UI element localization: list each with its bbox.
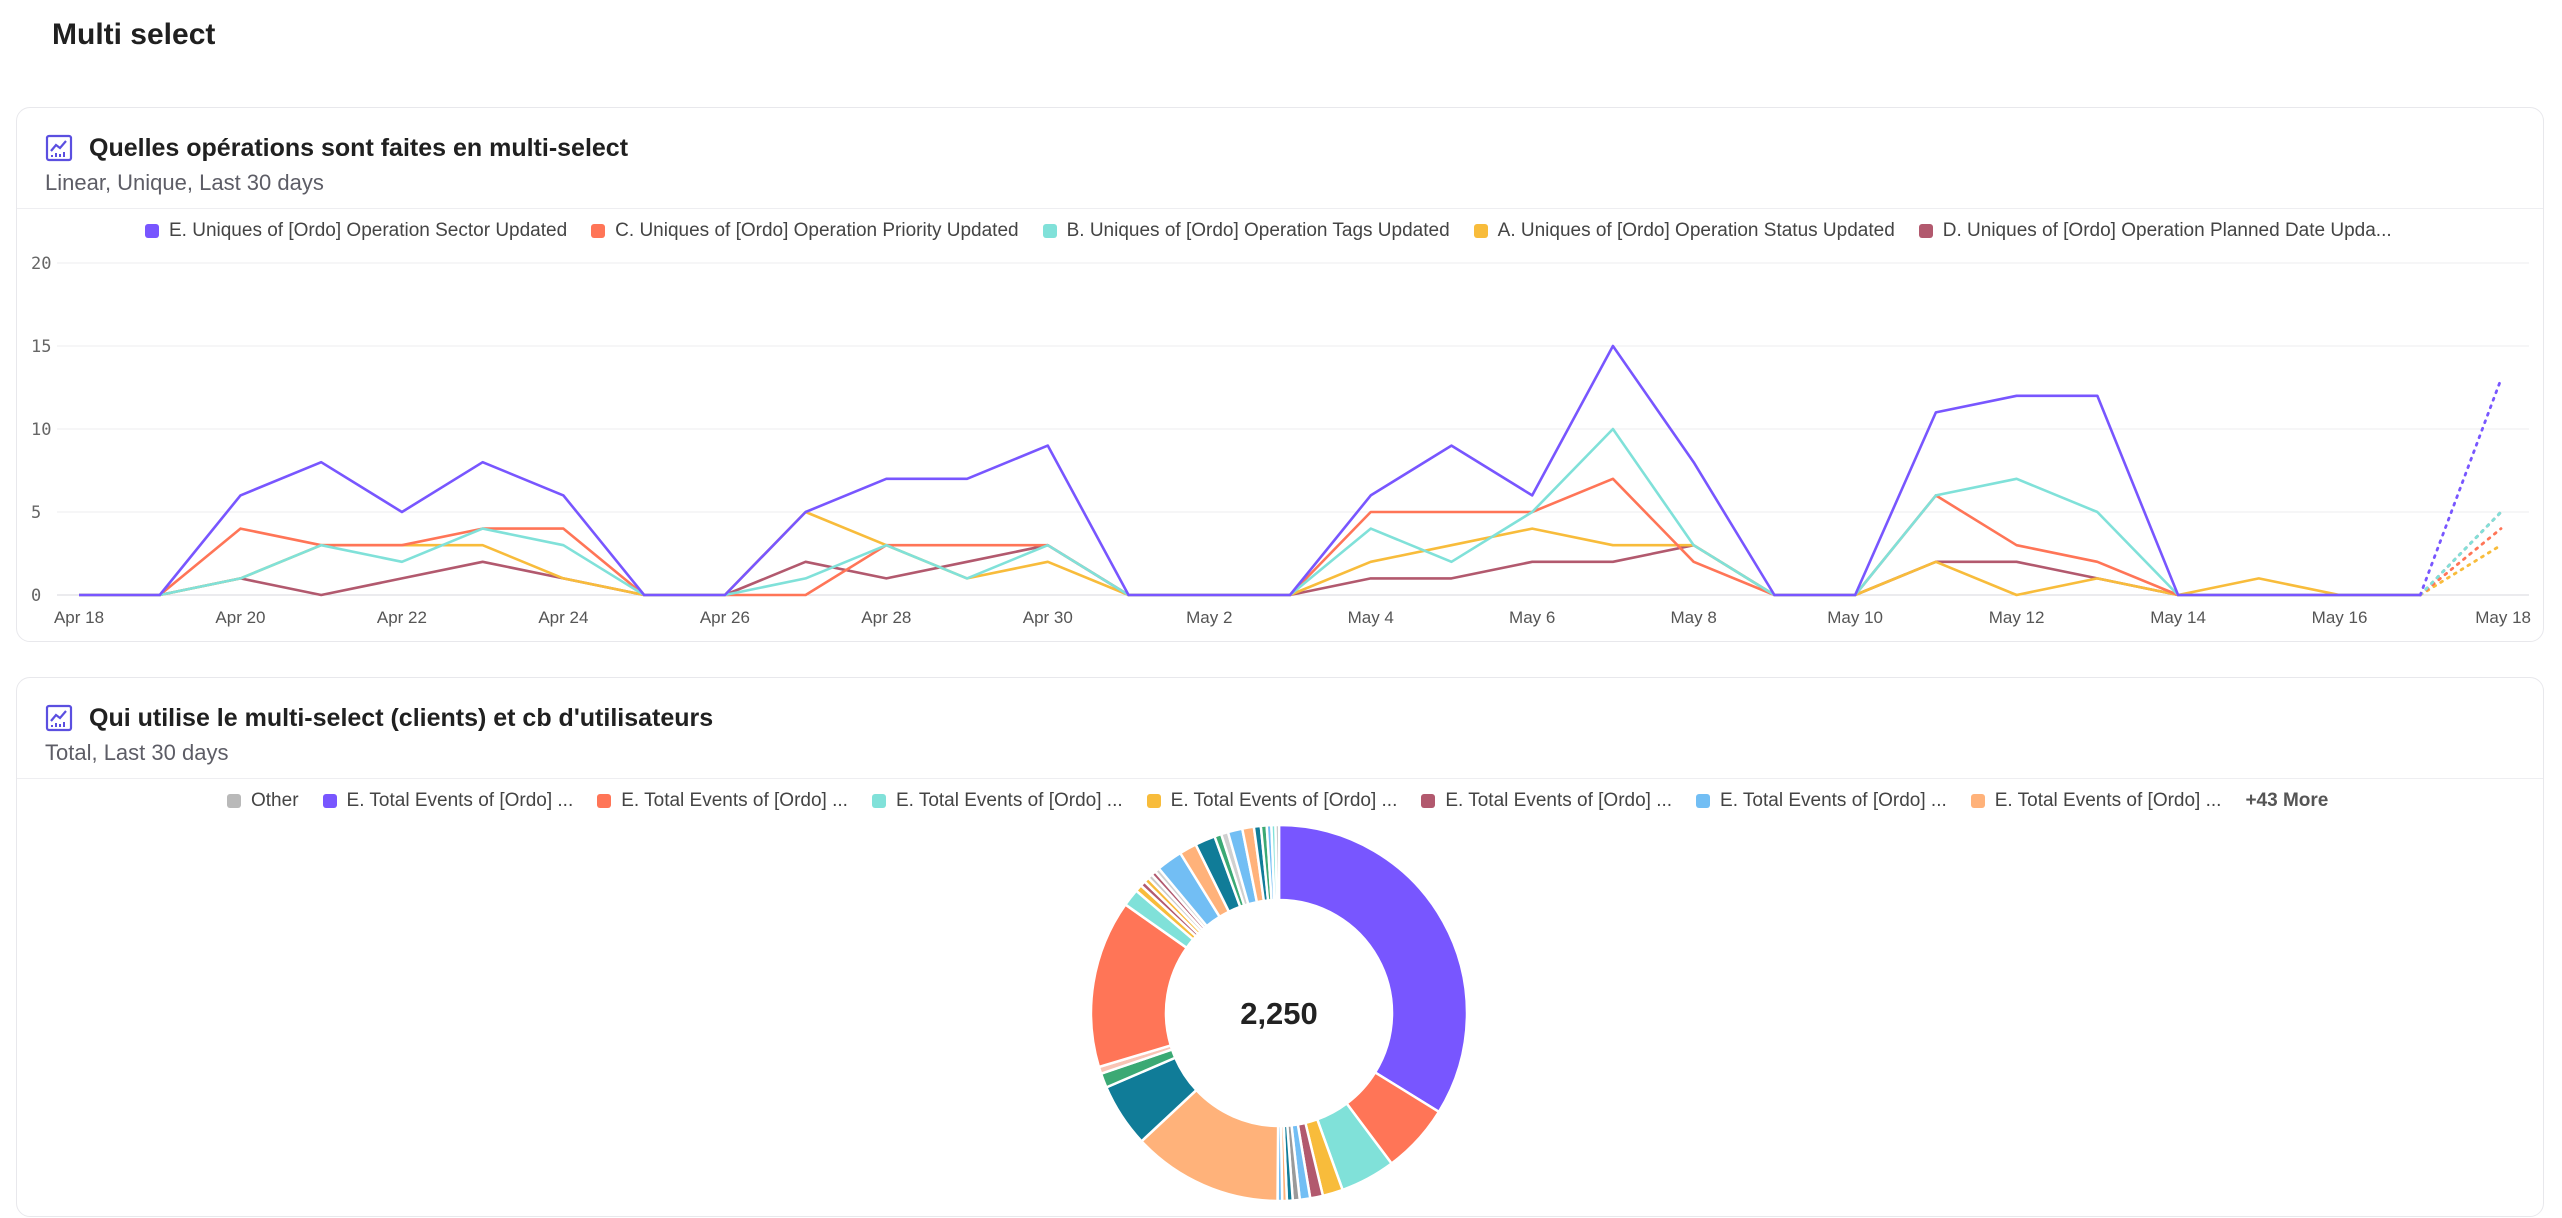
series-line[interactable] xyxy=(79,344,2421,597)
legend-swatch xyxy=(1918,224,1933,238)
legend-swatch xyxy=(1970,794,1985,808)
donut-chart-card: Qui utilise le multi-select (clients) et… xyxy=(16,677,2544,1217)
chart-legend: E. Uniques of [Ordo] Operation Sector Up… xyxy=(145,220,2416,242)
legend-label: D. Uniques of [Ordo] Operation Planned D… xyxy=(1942,220,2392,241)
legend-label: E. Total Events of [Ordo] ... xyxy=(1445,790,1673,811)
legend-swatch xyxy=(227,794,241,808)
legend-swatch xyxy=(1473,224,1488,238)
y-tick-label: 15 xyxy=(31,337,51,357)
card-header: Quelles opérations sont faites en multi-… xyxy=(45,128,628,168)
series-projection xyxy=(2418,510,2503,597)
chart-legend: Other E. Total Events of [Ordo] ... E. T… xyxy=(227,790,2328,812)
legend-item[interactable]: A. Uniques of [Ordo] Operation Status Up… xyxy=(1473,220,1895,242)
legend-swatch xyxy=(1421,794,1436,808)
legend-swatch xyxy=(1146,794,1161,808)
y-tick-label: 0 xyxy=(31,586,41,606)
legend-label: E. Total Events of [Ordo] ... xyxy=(346,790,574,811)
legend-item[interactable]: Other xyxy=(227,790,299,812)
series-projection xyxy=(2418,527,2503,597)
y-tick-label: 20 xyxy=(31,254,51,274)
x-tick-label: Apr 22 xyxy=(377,608,427,627)
x-tick-label: Apr 18 xyxy=(54,608,104,627)
legend-item[interactable]: C. Uniques of [Ordo] Operation Priority … xyxy=(591,220,1019,242)
x-tick-label: May 14 xyxy=(2150,608,2206,627)
legend-item[interactable]: E. Uniques of [Ordo] Operation Sector Up… xyxy=(145,220,567,242)
legend-label: E. Total Events of [Ordo] ... xyxy=(895,790,1123,811)
more-legend-button[interactable]: +43 More xyxy=(2245,790,2329,811)
card-header: Qui utilise le multi-select (clients) et… xyxy=(45,698,713,738)
line-chart[interactable]: 0 5 10 15 20 Apr 18 Apr 20 Apr 22 Apr 24 Apr 26 Ap… xyxy=(17,108,2545,643)
x-tick-label: May 16 xyxy=(2312,608,2368,627)
legend-label: E. Uniques of [Ordo] Operation Sector Up… xyxy=(169,220,568,241)
legend-label: C. Uniques of [Ordo] Operation Priority … xyxy=(615,220,1019,241)
x-tick-label: Apr 20 xyxy=(215,608,265,627)
divider xyxy=(17,778,2543,779)
legend-item[interactable]: E. Total Events of [Ordo] ... xyxy=(597,790,848,812)
legend-label: A. Uniques of [Ordo] Operation Status Up… xyxy=(1497,220,1895,241)
line-chart-icon xyxy=(45,704,73,732)
donut-total-label: 2,250 xyxy=(1240,996,1318,1031)
x-tick-label: Apr 28 xyxy=(861,608,911,627)
legend-item[interactable]: E. Total Events of [Ordo] ... xyxy=(1421,790,1672,812)
legend-item[interactable]: E. Total Events of [Ordo] ... xyxy=(1970,790,2222,812)
line-chart-icon xyxy=(45,134,73,162)
x-tick-label: May 18 xyxy=(2475,608,2531,627)
legend-swatch xyxy=(1696,794,1711,808)
card-subtitle: Total, Last 30 days xyxy=(45,740,229,765)
card-title[interactable]: Qui utilise le multi-select (clients) et… xyxy=(89,703,714,732)
legend-label: E. Total Events of [Ordo] ... xyxy=(1994,790,2222,811)
x-tick-label: May 2 xyxy=(1186,608,1232,627)
legend-swatch xyxy=(1042,224,1057,238)
series-projection xyxy=(2418,543,2503,597)
donut-chart[interactable]: 2,250 xyxy=(17,678,2545,1218)
legend-item[interactable]: D. Uniques of [Ordo] Operation Planned D… xyxy=(1918,220,2392,242)
legend-label: E. Total Events of [Ordo] ... xyxy=(1720,790,1947,811)
y-tick-label: 5 xyxy=(31,503,41,523)
x-tick-label: Apr 30 xyxy=(1023,608,1073,627)
card-subtitle: Linear, Unique, Last 30 days xyxy=(45,170,324,195)
x-tick-label: May 12 xyxy=(1989,608,2045,627)
legend-item[interactable]: B. Uniques of [Ordo] Operation Tags Upda… xyxy=(1042,220,1450,242)
legend-item[interactable]: E. Total Events of [Ordo] ... xyxy=(1696,790,1947,812)
x-tick-label: May 4 xyxy=(1348,608,1394,627)
legend-item[interactable]: E. Total Events of [Ordo] ... xyxy=(322,790,574,812)
legend-swatch xyxy=(145,224,159,238)
x-tick-label: May 6 xyxy=(1509,608,1555,627)
legend-swatch xyxy=(871,794,886,808)
donut-slice[interactable] xyxy=(1277,823,1469,1114)
legend-swatch xyxy=(322,794,337,808)
x-tick-label: May 10 xyxy=(1827,608,1883,627)
series-line[interactable] xyxy=(79,543,2421,597)
series-projection xyxy=(2418,377,2503,597)
y-tick-label: 10 xyxy=(31,420,51,440)
legend-label: E. Total Events of [Ordo] ... xyxy=(621,790,848,811)
line-chart-card: Quelles opérations sont faites en multi-… xyxy=(16,107,2544,642)
x-tick-label: Apr 26 xyxy=(700,608,750,627)
legend-swatch xyxy=(591,224,606,238)
legend-label: E. Total Events of [Ordo] ... xyxy=(1170,790,1398,811)
x-tick-label: May 8 xyxy=(1671,608,1717,627)
legend-label: B. Uniques of [Ordo] Operation Tags Upda… xyxy=(1066,220,1450,241)
legend-item[interactable]: E. Total Events of [Ordo] ... xyxy=(1146,790,1398,812)
legend-item[interactable]: E. Total Events of [Ordo] ... xyxy=(871,790,1123,812)
x-tick-label: Apr 24 xyxy=(538,608,588,627)
card-title[interactable]: Quelles opérations sont faites en multi-… xyxy=(89,133,629,162)
series-line[interactable] xyxy=(79,477,2421,597)
divider xyxy=(17,208,2543,209)
donut-slice[interactable] xyxy=(1274,823,1281,902)
series-line[interactable] xyxy=(79,510,2421,597)
legend-label: Other xyxy=(251,790,299,811)
legend-swatch xyxy=(597,794,612,808)
page-title: Multi select xyxy=(52,18,216,51)
